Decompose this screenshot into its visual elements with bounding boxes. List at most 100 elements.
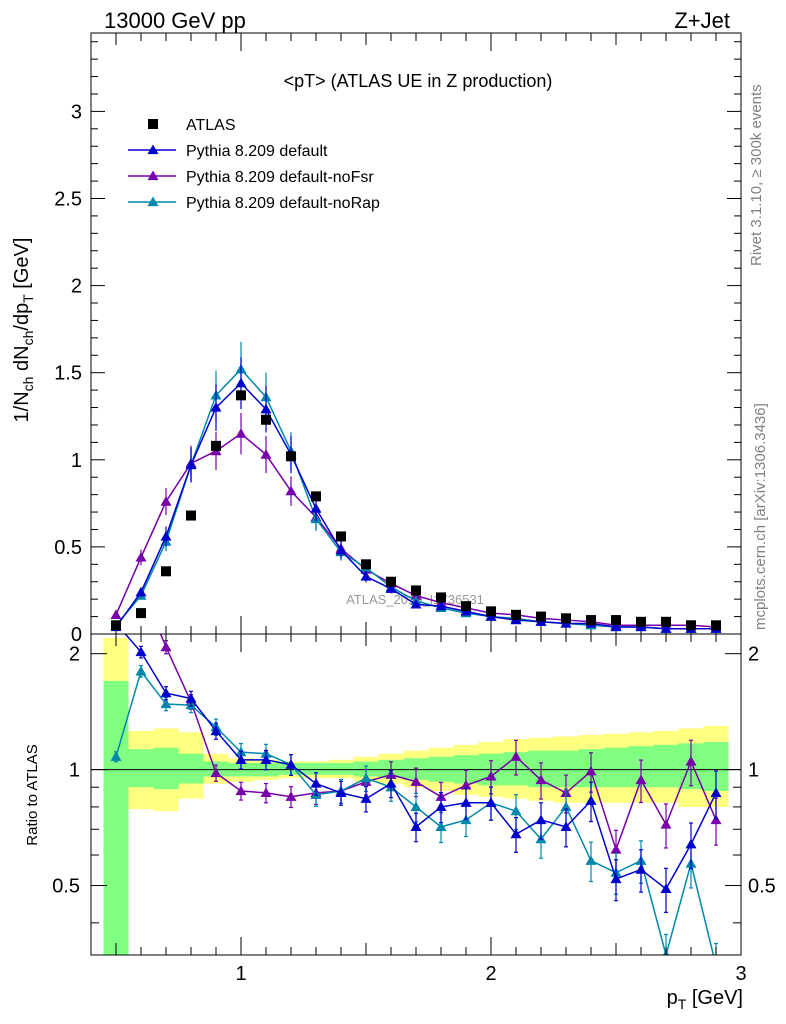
main-y-tick-label: 1 <box>71 450 82 472</box>
ratio-point-noFsr <box>160 641 172 652</box>
ratio-y-tick-label: 0.5 <box>52 876 80 898</box>
ratio-band-inner <box>153 747 179 790</box>
main-point-data <box>636 616 646 627</box>
ratio-band-inner <box>603 747 629 788</box>
main-point-data <box>111 620 121 631</box>
main-point-data <box>161 566 171 577</box>
ratio-series-group <box>110 580 722 970</box>
main-y-tick-labels: 0 0.5 1 1.5 2 2.5 3 <box>54 101 82 646</box>
ratio-point-noRap <box>560 801 572 812</box>
ratio-point-default <box>610 873 622 884</box>
ratio-band-inner <box>103 680 129 955</box>
ratio-band-inner <box>178 753 204 784</box>
main-point-data <box>411 585 421 596</box>
ratio-y-tick-label: 2 <box>69 644 80 666</box>
main-y-label: 1/Nch dNch/dpT [GeV] <box>11 238 36 423</box>
ratio-point-noRap <box>585 855 597 865</box>
ratio-point-default <box>635 864 647 874</box>
main-point-default <box>310 503 322 513</box>
ratio-band-inner <box>328 763 354 775</box>
main-point-default <box>210 402 222 412</box>
ratio-band-inner <box>128 749 154 788</box>
mcplots-label: mcplots.cern.ch [arXiv:1306.3436] <box>752 403 769 630</box>
ratio-point-noRap <box>135 665 147 676</box>
main-point-default <box>435 600 447 611</box>
ratio-point-noRap <box>410 801 422 812</box>
legend-item-data: ATLAS <box>148 117 236 134</box>
main-point-noFsr <box>235 428 247 438</box>
main-panel: 0 0.5 1 1.5 2 2.5 3 <pT> (ATLAS UE in Z produc… <box>11 32 742 646</box>
ratio-point-noFsr <box>260 787 272 798</box>
main-point-default <box>410 598 422 609</box>
rivet-label: Rivet 3.1.10, ≥ 300k events <box>748 84 765 266</box>
x-tick-label: 2 <box>485 963 496 985</box>
ratio-point-default <box>335 787 347 798</box>
ratio-axis-ticks <box>90 634 742 955</box>
legend-marker <box>147 144 159 155</box>
main-point-default <box>260 403 272 414</box>
main-point-data <box>336 531 346 542</box>
ratio-point-noRap <box>110 751 122 761</box>
ratio-point-default <box>435 801 447 812</box>
main-point-data <box>361 559 371 570</box>
legend-item-noRap: Pythia 8.209 default-noRap <box>128 195 380 212</box>
legend-marker <box>147 196 159 207</box>
ratio-point-default <box>360 793 372 803</box>
ratio-point-noFsr <box>460 779 472 790</box>
main-series-data <box>111 390 721 631</box>
ratio-point-noFsr <box>410 776 422 786</box>
main-point-noFsr <box>285 485 297 496</box>
x-tick-label: 3 <box>735 963 746 985</box>
legend-label: Pythia 8.209 default-noRap <box>186 195 380 212</box>
main-y-tick-label: 2 <box>71 276 82 298</box>
ratio-point-noFsr <box>610 844 622 854</box>
ratio-point-noRap <box>510 805 522 816</box>
ratio-point-default <box>385 778 397 788</box>
main-y-tick-label: 0.5 <box>54 537 82 559</box>
main-point-data <box>211 440 221 451</box>
ratio-point-noFsr <box>585 765 597 776</box>
main-point-noFsr <box>135 551 147 562</box>
header-right: Z+Jet <box>674 8 730 33</box>
ratio-point-noFsr <box>710 814 722 825</box>
ratio-point-default <box>585 795 597 805</box>
ratio-point-default <box>285 759 297 769</box>
main-point-noFsr <box>110 609 122 619</box>
main-point-default <box>610 621 622 632</box>
main-point-data <box>536 611 546 622</box>
main-point-data <box>261 414 271 425</box>
x-axis-label: pT [GeV] <box>667 987 743 1012</box>
main-point-default <box>385 583 397 593</box>
main-point-data <box>461 601 471 612</box>
legend-label: Pythia 8.209 default <box>186 143 328 160</box>
main-y-tick-label: 1.5 <box>54 363 82 385</box>
header-left: 13000 GeV pp <box>104 8 246 33</box>
ratio-point-noFsr <box>285 791 297 801</box>
main-point-noFsr <box>260 449 272 459</box>
main-point-data <box>186 510 196 521</box>
main-y-tick-label: 2.5 <box>54 188 82 210</box>
ratio-point-noRap <box>711 960 722 970</box>
ratio-y-tick-label-right: 2 <box>748 644 759 666</box>
main-point-default <box>160 530 172 541</box>
ratio-y-tick-label-right: 0.5 <box>748 876 776 898</box>
main-y-tick-label: 0 <box>71 624 82 646</box>
ratio-point-default <box>210 725 222 736</box>
legend-item-default: Pythia 8.209 default <box>128 143 328 160</box>
ratio-point-noFsr <box>111 580 122 590</box>
ratio-point-noFsr <box>535 774 547 785</box>
main-point-data <box>136 608 146 619</box>
legend-item-noFsr: Pythia 8.209 default-noFsr <box>128 169 374 186</box>
main-point-data <box>436 592 446 603</box>
main-point-default <box>360 571 372 581</box>
ratio-point-noFsr <box>510 751 522 761</box>
legend: ATLAS Pythia 8.209 default Pythia 8.209 de… <box>128 117 380 212</box>
ratio-tick-labels: 0.5 0.5 1 1 2 2 1 2 3 <box>52 644 776 985</box>
ratio-point-default <box>185 692 197 703</box>
main-series-group <box>110 341 722 633</box>
main-point-default <box>135 586 147 597</box>
ratio-point-default <box>235 754 247 764</box>
ratio-point-default <box>460 797 472 807</box>
main-point-data <box>561 613 571 624</box>
